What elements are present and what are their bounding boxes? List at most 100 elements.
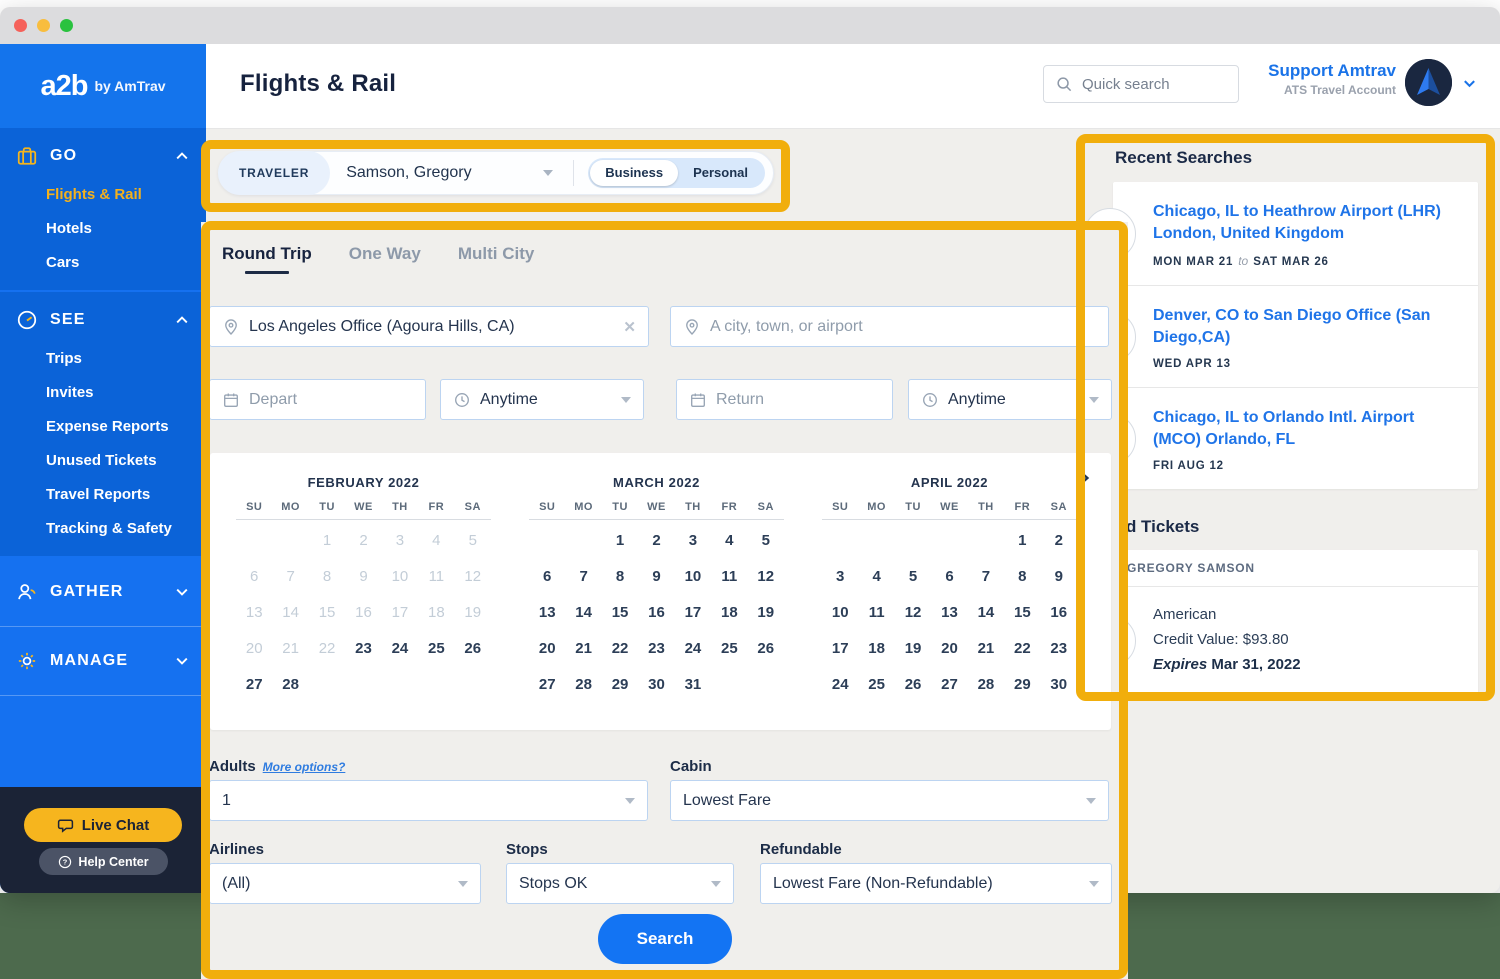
sidebar-section-go-header[interactable]: GO [0, 142, 206, 170]
app-logo[interactable]: a2b by AmTrav [0, 44, 206, 128]
calendar-day[interactable]: 19 [757, 603, 775, 621]
calendar-day[interactable]: 22 [1014, 639, 1031, 657]
clear-origin-icon[interactable]: ✕ [623, 318, 636, 336]
tab-one-way[interactable]: One Way [348, 244, 421, 263]
calendar-day[interactable]: 19 [904, 639, 922, 657]
tab-multi-city[interactable]: Multi City [457, 244, 535, 263]
calendar-day[interactable]: 26 [464, 639, 482, 657]
calendar-day[interactable]: 25 [868, 675, 885, 693]
recent-search-item[interactable]: Denver, CO to San Diego Office (San Dieg… [1084, 285, 1478, 387]
calendar-day[interactable]: 6 [945, 567, 954, 585]
calendar-day[interactable]: 27 [538, 675, 556, 693]
chevron-down-icon[interactable] [1462, 76, 1477, 91]
calendar-day[interactable]: 25 [721, 639, 738, 657]
sidebar-item-unused-tickets[interactable]: Unused Tickets [46, 452, 157, 469]
calendar-day[interactable]: 29 [1014, 675, 1031, 693]
calendar-day[interactable]: 26 [757, 639, 775, 657]
destination-input[interactable]: A city, town, or airport [670, 306, 1109, 347]
calendar-day[interactable]: 14 [977, 603, 995, 621]
sidebar-item-hotels[interactable]: Hotels [46, 220, 92, 237]
recent-search-route[interactable]: Chicago, IL to Orlando Intl. Airport (MC… [1153, 409, 1415, 448]
calendar-day[interactable]: 2 [1054, 531, 1063, 549]
stops-select[interactable]: Stops OK [506, 863, 734, 904]
calendar-day[interactable]: 5 [908, 567, 918, 585]
calendar-day[interactable]: 11 [721, 567, 738, 585]
sidebar-item-expense-reports[interactable]: Expense Reports [46, 418, 169, 435]
calendar-day[interactable]: 15 [611, 603, 629, 621]
calendar-day[interactable]: 31 [684, 675, 702, 693]
calendar-day[interactable]: 22 [611, 639, 629, 657]
calendar-day[interactable]: 21 [575, 639, 592, 657]
traveler-select[interactable]: Samson, Gregory [346, 164, 472, 181]
calendar-day[interactable]: 9 [1054, 567, 1063, 585]
search-button[interactable]: Search [598, 914, 732, 964]
quick-search-input[interactable]: Quick search [1043, 65, 1239, 103]
calendar-day[interactable]: 16 [648, 603, 665, 621]
sidebar-item-invites[interactable]: Invites [46, 384, 94, 401]
recent-search-item[interactable]: Chicago, IL to Heathrow Airport (LHR) Lo… [1084, 182, 1478, 285]
calendar-day[interactable]: 30 [1050, 675, 1068, 693]
calendar-day[interactable]: 28 [282, 675, 299, 693]
airlines-select[interactable]: (All) [209, 863, 481, 904]
calendar-day[interactable]: 10 [831, 603, 849, 621]
calendar-day[interactable]: 18 [868, 639, 885, 657]
close-window-button[interactable] [14, 19, 27, 32]
calendar-day[interactable]: 12 [904, 603, 922, 621]
calendar-day[interactable]: 5 [761, 531, 770, 549]
minimize-window-button[interactable] [37, 19, 50, 32]
avatar[interactable] [1405, 59, 1452, 106]
calendar-day[interactable]: 12 [757, 567, 775, 585]
calendar-day[interactable]: 4 [725, 531, 734, 549]
help-center-button[interactable]: ? Help Center [39, 848, 168, 875]
calendar-day[interactable]: 15 [1014, 603, 1031, 621]
calendar-next-month-button[interactable] [1069, 465, 1095, 491]
calendar-day[interactable]: 7 [579, 567, 588, 585]
calendar-day[interactable]: 17 [684, 603, 702, 621]
depart-date-input[interactable]: Depart [209, 379, 426, 420]
sidebar-item-cars[interactable]: Cars [46, 254, 80, 271]
return-time-select[interactable]: Anytime [908, 379, 1112, 420]
calendar-day[interactable]: 27 [245, 675, 263, 693]
sidebar-item-tracking-safety[interactable]: Tracking & Safety [46, 520, 172, 537]
recent-search-route[interactable]: Denver, CO to San Diego Office (San Dieg… [1153, 307, 1431, 346]
calendar-day[interactable]: 20 [941, 639, 958, 657]
calendar-day[interactable]: 26 [904, 675, 922, 693]
calendar-day[interactable]: 13 [941, 603, 958, 621]
calendar-day[interactable]: 8 [615, 567, 625, 585]
calendar-day[interactable]: 17 [831, 639, 849, 657]
adults-select[interactable]: 1 [209, 780, 648, 821]
depart-time-select[interactable]: Anytime [440, 379, 644, 420]
calendar-day[interactable]: 23 [648, 639, 665, 657]
calendar-day[interactable]: 1 [1018, 531, 1027, 549]
unused-ticket-item[interactable]: American Credit Value: $93.80 Expires Ma… [1084, 587, 1478, 695]
calendar-day[interactable]: 2 [652, 531, 661, 549]
sidebar-section-gather-header[interactable]: GATHER [0, 578, 206, 606]
calendar-day[interactable]: 7 [981, 567, 991, 585]
recent-search-item[interactable]: Chicago, IL to Orlando Intl. Airport (MC… [1084, 387, 1478, 489]
calendar-day[interactable]: 16 [1050, 603, 1068, 621]
account-menu[interactable]: Support Amtrav ATS Travel Account [1226, 60, 1396, 98]
calendar-day[interactable]: 3 [688, 531, 698, 549]
calendar-day[interactable]: 9 [652, 567, 661, 585]
calendar-day[interactable]: 13 [538, 603, 556, 621]
calendar-day[interactable]: 1 [615, 531, 625, 549]
sidebar-item-flights-rail[interactable]: Flights & Rail [46, 186, 142, 203]
calendar-day[interactable]: 14 [575, 603, 592, 621]
calendar-day[interactable]: 18 [721, 603, 738, 621]
sidebar-item-trips[interactable]: Trips [46, 350, 82, 367]
calendar-day[interactable]: 23 [355, 639, 372, 657]
calendar-day[interactable]: 21 [977, 639, 995, 657]
calendar-day[interactable]: 10 [684, 567, 702, 585]
calendar-day[interactable]: 27 [941, 675, 958, 693]
toggle-business[interactable]: Business [590, 160, 679, 186]
calendar-day[interactable]: 25 [428, 639, 445, 657]
calendar-day[interactable]: 28 [977, 675, 995, 693]
calendar-day[interactable]: 29 [611, 675, 629, 693]
calendar-day[interactable]: 30 [648, 675, 665, 693]
live-chat-button[interactable]: Live Chat [24, 808, 182, 842]
maximize-window-button[interactable] [60, 19, 73, 32]
sidebar-section-see-header[interactable]: SEE [0, 306, 206, 334]
calendar-day[interactable]: 24 [831, 675, 849, 693]
calendar-day[interactable]: 24 [391, 639, 409, 657]
calendar-day[interactable]: 23 [1050, 639, 1068, 657]
